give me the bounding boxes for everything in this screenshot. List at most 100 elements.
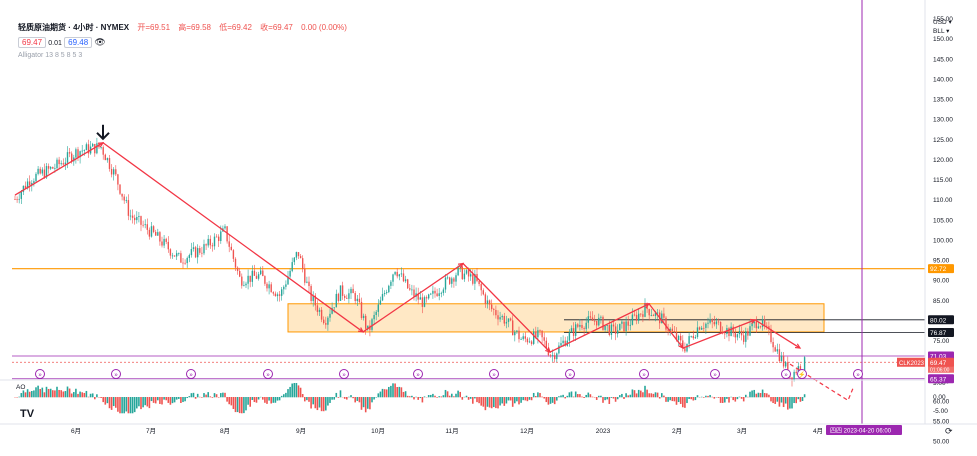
candle-body bbox=[272, 292, 274, 294]
price-tick-label: 50.00 bbox=[933, 439, 950, 446]
ao-bar bbox=[707, 395, 709, 398]
candle-body bbox=[745, 331, 747, 342]
ao-bar bbox=[383, 389, 386, 398]
ao-bar bbox=[453, 396, 455, 398]
ao-bar bbox=[789, 397, 791, 409]
event-marker-icon[interactable]: » bbox=[186, 369, 196, 379]
candle-body bbox=[470, 274, 472, 277]
candle-body bbox=[71, 153, 73, 162]
ao-bar bbox=[524, 397, 527, 401]
level-badge-69.47 bbox=[928, 357, 954, 367]
candle-body bbox=[304, 268, 306, 283]
ao-bar bbox=[91, 393, 94, 398]
ao-bar bbox=[257, 397, 260, 400]
event-marker-icon[interactable]: » bbox=[35, 369, 45, 379]
event-marker-icon[interactable]: » bbox=[111, 369, 121, 379]
ao-bar bbox=[289, 386, 291, 398]
ao-bar bbox=[652, 393, 655, 398]
candle-body bbox=[241, 276, 243, 286]
event-marker-icon[interactable]: ⚡ bbox=[797, 369, 807, 379]
candle-body bbox=[795, 371, 797, 374]
ao-bar bbox=[301, 394, 304, 398]
ao-bar bbox=[213, 393, 216, 398]
ao-bar bbox=[146, 397, 149, 407]
alligator-indicator-label[interactable]: Alligator 13 8 5 8 5 3 bbox=[18, 52, 83, 59]
refresh-icon[interactable]: ⟳ bbox=[945, 426, 953, 436]
ao-bar bbox=[637, 389, 640, 398]
ao-bar bbox=[280, 395, 283, 398]
ao-bar bbox=[369, 397, 371, 410]
eye-icon[interactable]: 👁 bbox=[94, 37, 106, 47]
candle-body bbox=[684, 348, 686, 352]
price-tick-label: 150.00 bbox=[933, 36, 953, 43]
ao-bar bbox=[167, 397, 170, 403]
ao-bar bbox=[247, 397, 249, 405]
event-marker-icon[interactable]: » bbox=[639, 369, 649, 379]
candle-body bbox=[220, 231, 222, 242]
candle-body bbox=[66, 152, 69, 163]
candle-body bbox=[83, 150, 85, 151]
event-marker-icon[interactable]: » bbox=[263, 369, 273, 379]
ao-bar bbox=[400, 387, 403, 398]
ao-bar bbox=[598, 395, 600, 398]
candle-body bbox=[638, 313, 640, 321]
event-marker-icon[interactable]: » bbox=[489, 369, 499, 379]
event-marker-icon[interactable]: » bbox=[781, 369, 791, 379]
candle-body bbox=[673, 330, 676, 333]
ao-bar bbox=[545, 397, 548, 403]
levels-layer bbox=[12, 0, 925, 424]
candle-body bbox=[486, 300, 489, 304]
event-marker-icon[interactable]: » bbox=[413, 369, 423, 379]
ao-bar bbox=[667, 397, 669, 402]
ao-bar bbox=[28, 391, 31, 398]
candle-body bbox=[129, 215, 132, 217]
level-badge-text-92.72: 92.72 bbox=[930, 266, 947, 273]
ao-bar bbox=[24, 392, 27, 398]
ao-bar bbox=[163, 397, 165, 400]
ao-bar bbox=[295, 383, 298, 398]
event-marker-icon[interactable]: » bbox=[853, 369, 863, 379]
candle-body bbox=[104, 154, 106, 161]
ao-bar bbox=[234, 397, 237, 413]
ao-bar bbox=[320, 397, 323, 412]
candle-body bbox=[333, 307, 335, 309]
ao-bar bbox=[621, 393, 623, 398]
candle-body bbox=[507, 318, 510, 322]
event-glyph: » bbox=[492, 373, 496, 379]
time-tick-label: 7月 bbox=[146, 427, 156, 435]
event-marker-icon[interactable]: » bbox=[339, 369, 349, 379]
ao-bar bbox=[686, 397, 688, 404]
candle-body bbox=[383, 293, 386, 295]
candle-body bbox=[327, 317, 329, 325]
candle-body bbox=[150, 226, 153, 237]
ao-bar bbox=[49, 388, 52, 398]
ao-bar bbox=[623, 397, 625, 399]
ask-price[interactable]: 69.48 bbox=[64, 37, 93, 48]
candle-body bbox=[472, 274, 474, 284]
ao-bar bbox=[404, 391, 407, 398]
tradingview-logo-icon: TV bbox=[20, 408, 35, 420]
event-marker-icon[interactable]: » bbox=[710, 369, 720, 379]
price-tick-label: 130.00 bbox=[933, 117, 953, 124]
candle-body bbox=[43, 169, 46, 178]
ao-bar bbox=[226, 397, 228, 402]
event-marker-icon[interactable]: » bbox=[565, 369, 575, 379]
ao-bar bbox=[600, 395, 602, 398]
candle-body bbox=[766, 325, 768, 327]
ao-bar bbox=[526, 397, 529, 402]
ao-bar bbox=[165, 397, 167, 401]
ao-bar bbox=[180, 397, 182, 404]
ao-bar bbox=[119, 397, 121, 414]
event-glyph: ⚡ bbox=[798, 371, 805, 379]
ao-bar bbox=[125, 397, 128, 412]
candle-body bbox=[320, 309, 323, 320]
candle-body bbox=[671, 328, 673, 331]
ao-bar bbox=[73, 392, 75, 398]
ao-bar bbox=[343, 397, 346, 399]
ao-bar bbox=[346, 397, 348, 400]
symbol-title[interactable]: 轻质原油期货 · 4小时 · NYMEX bbox=[18, 23, 130, 32]
bid-price[interactable]: 69.47 bbox=[18, 37, 47, 48]
ao-bar bbox=[692, 397, 695, 401]
event-glyph: » bbox=[856, 373, 860, 379]
ao-bar bbox=[795, 397, 797, 404]
